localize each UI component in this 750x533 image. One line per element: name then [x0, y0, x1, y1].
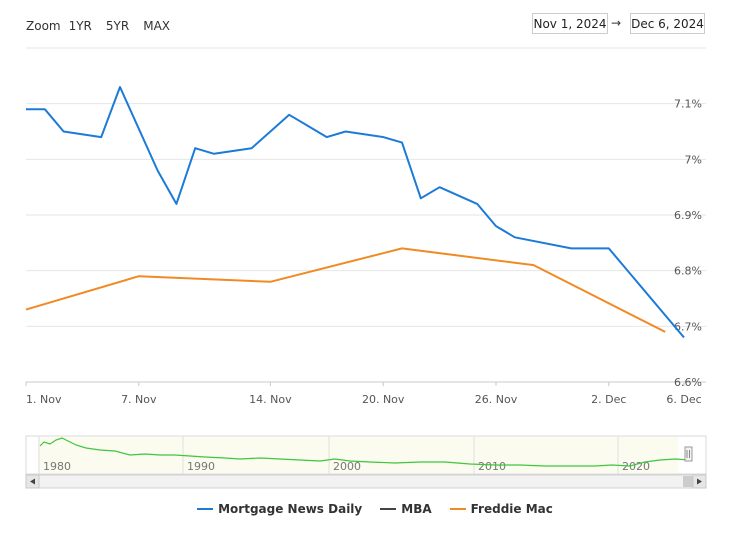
x-tick-label: 7. Nov: [121, 393, 157, 406]
scroll-right-icon: [697, 478, 702, 485]
y-axis-labels: 6.6% 6.7% 6.8% 6.9% 7% 7.1%: [674, 98, 702, 389]
legend-item-mba[interactable]: MBA: [380, 502, 432, 516]
legend-item-freddie[interactable]: Freddie Mac: [449, 502, 553, 516]
navigator-year-label: 1980: [43, 460, 71, 473]
zoom-label: Zoom: [26, 19, 61, 33]
navigator-selection-band: [38, 437, 678, 473]
navigator-handle[interactable]: [684, 446, 693, 462]
x-tick-label: 20. Nov: [362, 393, 405, 406]
x-tick-label: 14. Nov: [249, 393, 292, 406]
y-tick-label: 6.8%: [674, 265, 702, 278]
range-arrow: →: [611, 16, 622, 30]
x-tick-label: 1. Nov: [26, 393, 62, 406]
zoom-5yr-button[interactable]: 5YR: [105, 19, 130, 33]
navigator-year-label: 2010: [478, 460, 506, 473]
navigator: 1980 1990 2000 2010 2020: [25, 435, 707, 489]
legend-swatch-mnd: [197, 508, 214, 510]
legend-swatch-mba: [380, 508, 397, 510]
y-tick-label: 6.7%: [674, 320, 702, 333]
series-layer: [25, 86, 685, 339]
zoom-1yr-button[interactable]: 1YR: [68, 19, 92, 33]
navigator-year-label: 2020: [622, 460, 650, 473]
series-line-mnd: [26, 86, 685, 339]
zoom-toolbar: Zoom 1YR 5YR MAX: [26, 16, 184, 36]
main-chart: 6.6% 6.7% 6.8% 6.9% 7% 7.1% 1. Nov 7. Nov 14. N…: [25, 47, 707, 489]
legend-label-freddie: Freddie Mac: [470, 502, 553, 516]
zoom-max-button[interactable]: MAX: [143, 19, 171, 33]
range-from-input[interactable]: Nov 1, 2024: [532, 13, 608, 34]
range-to-input[interactable]: Dec 6, 2024: [630, 13, 705, 34]
legend-label-mnd: Mortgage News Daily: [218, 502, 363, 516]
scrollbar-track[interactable]: [25, 474, 707, 489]
navigator-series-trace: [39, 437, 691, 467]
x-tick-label: 2. Dec: [591, 393, 626, 406]
legend-label-mba: MBA: [401, 502, 432, 516]
y-tick-label: 6.6%: [674, 376, 702, 389]
x-axis-labels: 1. Nov 7. Nov 14. Nov 20. Nov 26. Nov 2. Dec 6…: [26, 393, 702, 406]
legend-swatch-freddie: [449, 508, 466, 510]
y-tick-label: 7.1%: [674, 98, 702, 111]
x-tick-label: 6. Dec: [666, 393, 701, 406]
navigator-year-label: 1990: [187, 460, 215, 473]
y-tick-label: 7%: [685, 153, 702, 166]
scrollbar-thumb[interactable]: [683, 476, 693, 487]
grid-layer: [25, 47, 706, 386]
legend: Mortgage News Daily MBA Freddie Mac: [0, 502, 750, 516]
navigator-year-label: 2000: [333, 460, 361, 473]
y-tick-label: 6.9%: [674, 209, 702, 222]
legend-item-mnd[interactable]: Mortgage News Daily: [197, 502, 362, 516]
x-tick-label: 26. Nov: [475, 393, 518, 406]
scroll-left-icon: [30, 478, 35, 485]
series-line-freddie: [25, 247, 666, 333]
